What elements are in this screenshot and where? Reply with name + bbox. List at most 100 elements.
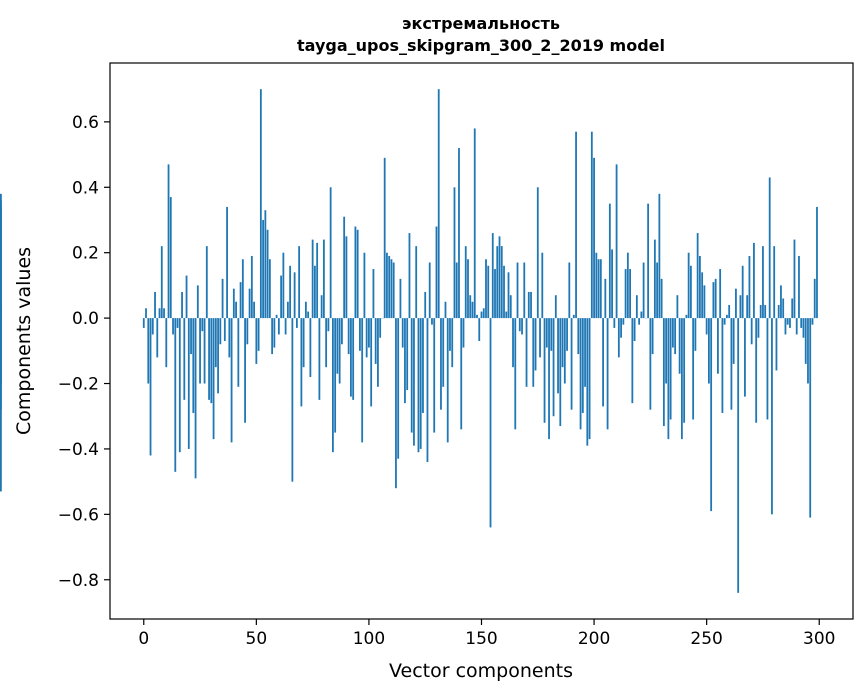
bar-108 xyxy=(386,252,388,319)
bar-132 xyxy=(440,318,442,410)
bar-88 xyxy=(341,318,343,345)
bar-205 xyxy=(604,278,607,319)
bar-8 xyxy=(160,246,163,319)
bar-90 xyxy=(345,236,348,319)
bar-170 xyxy=(525,318,528,387)
bar-184 xyxy=(557,318,559,394)
bar-33 xyxy=(217,318,219,394)
plot-frame xyxy=(109,62,854,620)
bar-255 xyxy=(717,318,719,374)
bar-123 xyxy=(419,318,422,449)
bar-122 xyxy=(417,318,420,453)
bar-14 xyxy=(174,318,177,472)
bar-11 xyxy=(167,164,170,319)
bar-49 xyxy=(253,301,255,319)
bar-73 xyxy=(307,311,310,319)
bar-261 xyxy=(730,318,733,410)
bar-153 xyxy=(487,265,490,319)
bar-166 xyxy=(516,262,519,319)
bar-115 xyxy=(401,318,404,348)
bar-204 xyxy=(602,318,604,407)
bar-291 xyxy=(798,255,800,319)
bar-289 xyxy=(793,239,796,319)
bar-9 xyxy=(163,308,165,319)
bar-235 xyxy=(671,318,674,348)
bar-84 xyxy=(332,318,334,453)
y-tick-label: 0.4 xyxy=(72,178,99,198)
bar-274 xyxy=(759,305,762,319)
bar-178 xyxy=(543,318,546,423)
bar-7 xyxy=(158,308,161,319)
bar-187 xyxy=(563,318,566,384)
bar-70 xyxy=(300,318,303,407)
bar-201 xyxy=(595,252,598,319)
bar-34 xyxy=(219,318,222,345)
bar-140 xyxy=(458,148,460,319)
bar-185 xyxy=(559,318,562,427)
bar-287 xyxy=(789,318,791,328)
bar-296 xyxy=(809,318,812,518)
bar-98 xyxy=(363,252,366,319)
bar-220 xyxy=(638,318,641,325)
bar-83 xyxy=(329,187,332,319)
bar-168 xyxy=(521,318,523,335)
bar-59 xyxy=(275,314,278,319)
bar-161 xyxy=(505,311,508,319)
bar-231 xyxy=(662,318,665,427)
bar-110 xyxy=(390,259,393,319)
bar-180 xyxy=(548,318,550,440)
bar-252 xyxy=(710,318,713,512)
bar-62 xyxy=(282,252,285,319)
bar-281 xyxy=(775,318,778,371)
bar-212 xyxy=(620,318,622,338)
y-axis-label: Components values xyxy=(13,247,35,435)
bar-91 xyxy=(347,318,350,355)
bar-267 xyxy=(744,318,746,397)
bar-80 xyxy=(322,239,325,319)
bar-171 xyxy=(527,291,530,319)
bar-177 xyxy=(541,252,544,319)
bar-116 xyxy=(404,318,406,404)
bar-117 xyxy=(406,318,409,391)
bar-120 xyxy=(413,318,415,446)
bar-208 xyxy=(611,249,613,319)
bar-210 xyxy=(615,164,618,319)
y-tick-label: −0.2 xyxy=(58,375,99,395)
bar-40 xyxy=(232,288,235,319)
bar-148 xyxy=(476,314,478,319)
bar-5 xyxy=(154,291,156,319)
bar-54 xyxy=(264,210,267,319)
bar-109 xyxy=(388,255,391,319)
bar-92 xyxy=(350,318,352,397)
bar-268 xyxy=(746,295,749,319)
bar-215 xyxy=(626,252,629,319)
bar-138 xyxy=(453,187,456,319)
bar-119 xyxy=(410,318,413,433)
bar-4 xyxy=(151,318,154,335)
bar-42 xyxy=(237,318,240,387)
x-tick-label: 150 xyxy=(465,629,497,649)
bar-265 xyxy=(739,295,742,319)
bar-17 xyxy=(181,291,183,319)
bar-266 xyxy=(741,265,744,319)
bar-128 xyxy=(431,318,433,325)
bar-104 xyxy=(377,318,379,387)
bar-224 xyxy=(647,203,650,319)
x-axis-label: Vector components xyxy=(389,660,573,682)
y-tick-label: −0.8 xyxy=(58,571,99,591)
bar-24 xyxy=(196,285,199,319)
x-tick-label: 300 xyxy=(803,629,835,649)
bar-127 xyxy=(428,262,431,319)
bar-292 xyxy=(800,318,803,328)
bar-130 xyxy=(435,226,438,319)
bar-160 xyxy=(503,265,505,319)
bar-190 xyxy=(570,318,573,410)
bar-44 xyxy=(241,259,244,319)
bar-217 xyxy=(631,318,634,404)
bar-230 xyxy=(660,278,663,319)
bar-147 xyxy=(473,128,476,319)
x-tick-label: 100 xyxy=(353,629,385,649)
bar-211 xyxy=(617,318,620,358)
bar-278 xyxy=(768,177,771,319)
bar-179 xyxy=(545,318,548,348)
